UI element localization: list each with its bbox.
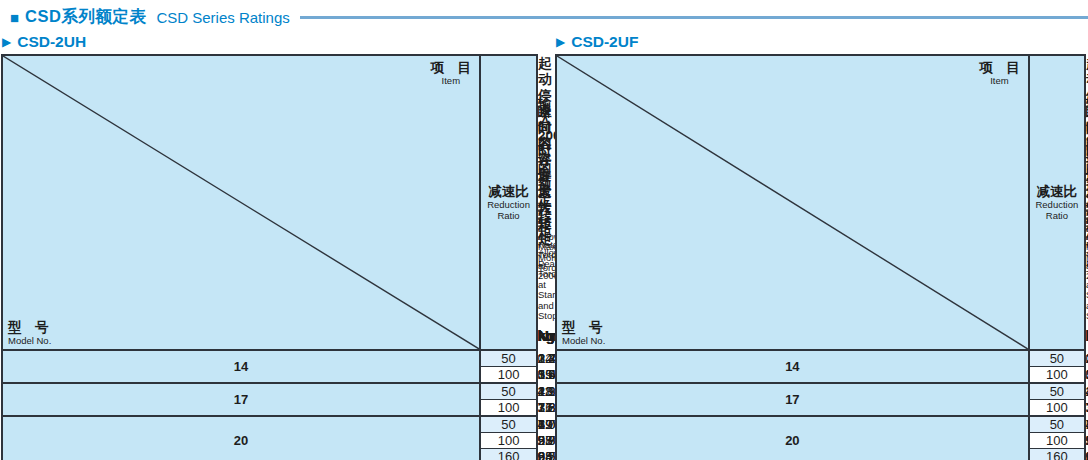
table-row: 2050171.7394.0697.0 — [2, 416, 537, 433]
ratio-cell: 100 — [480, 400, 537, 417]
ratio-cell: 100 — [1029, 400, 1085, 417]
item-label-en: Item — [979, 76, 1020, 87]
model-label-en: Model No. — [8, 336, 51, 347]
ratio-label-en: Reduction Ratio — [1030, 200, 1084, 221]
model-number-cell: 14 — [2, 350, 480, 383]
ratio-cell: 50 — [1029, 416, 1085, 433]
model-header: 型 号 Model No. — [8, 320, 51, 347]
ratio-cell: 160 — [480, 449, 537, 460]
model-label-en: Model No. — [562, 336, 605, 347]
ratio-cell: 160 — [1029, 449, 1085, 460]
table-row: 14503.70.38121.2242.4 — [2, 350, 537, 367]
model-number-cell: 14 — [556, 350, 1029, 383]
diagonal-line — [557, 56, 1028, 349]
model-label-zh: 型 号 — [562, 320, 605, 336]
title-rule — [300, 16, 1088, 19]
ratio-cell: 100 — [1029, 433, 1085, 449]
page: ■ CSD系列额定表 CSD Series Ratings ▶ CSD-2UH — [0, 0, 1088, 460]
model-label-zh: 型 号 — [8, 320, 51, 336]
ratings-table-csd-2uf: 项 目 Item 型 号 Model No. 减速比 Reduction Rat… — [555, 54, 1086, 460]
ratio-cell: 100 — [1029, 367, 1085, 384]
section-csd-2uf: ▶ CSD-2UF 项 目 — [555, 32, 1086, 460]
ratings-table-csd-2uh: 项 目 Item 型 号 Model No. 减速比 Reduction Rat… — [1, 54, 538, 460]
table-body: 14503.70.38121.2242.41005.40.55191.9353.… — [2, 350, 537, 460]
section-marker-icon: ▶ — [2, 36, 11, 48]
ratio-label-zh: 减速比 — [1030, 184, 1084, 200]
title-square-icon: ■ — [10, 10, 19, 25]
table-row: 1750111.1232.3484.9 — [2, 383, 537, 400]
ratio-label-zh: 减速比 — [481, 184, 536, 200]
ratio-header: 减速比 Reduction Ratio — [1029, 55, 1085, 350]
ratio-cell: 50 — [480, 350, 537, 367]
table-row: 2050171.7394.0697.0 — [556, 416, 1085, 433]
section-csd-2uh: ▶ CSD-2UH 项 目 — [1, 32, 538, 460]
page-title: ■ CSD系列额定表 CSD Series Ratings — [0, 5, 1088, 29]
item-header: 项 目 Item — [979, 60, 1020, 87]
ratio-label-en: Reduction Ratio — [481, 200, 536, 221]
item-label-zh: 项 目 — [431, 60, 472, 76]
section-title-csd-2uh: ▶ CSD-2UH — [2, 32, 538, 52]
ratio-cell: 50 — [480, 416, 537, 433]
item-header: 项 目 Item — [431, 60, 472, 87]
ratio-header: 减速比 Reduction Ratio — [480, 55, 537, 350]
diagonal-line — [3, 56, 479, 349]
model-number-cell: 20 — [556, 416, 1029, 460]
ratio-cell: 50 — [1029, 383, 1085, 400]
section-title-csd-2uf: ▶ CSD-2UF — [556, 32, 1086, 52]
table-row: 14503.70.38121.2242.4 — [556, 350, 1085, 367]
table-body: 14503.70.38121.2242.41005.40.55191.9353.… — [556, 350, 1085, 460]
tables-row: ▶ CSD-2UH 项 目 — [0, 32, 1088, 460]
section-marker-icon: ▶ — [556, 36, 565, 48]
ratio-cell: 100 — [480, 367, 537, 384]
ratio-cell: 100 — [480, 433, 537, 449]
item-label-zh: 项 目 — [979, 60, 1020, 76]
model-number-cell: 17 — [2, 383, 480, 416]
page-title-en: CSD Series Ratings — [156, 9, 289, 26]
model-number-cell: 17 — [556, 383, 1029, 416]
section-title-label: CSD-2UF — [571, 33, 638, 51]
item-model-header-cell: 项 目 Item 型 号 Model No. — [2, 55, 480, 350]
item-model-header-cell: 项 目 Item 型 号 Model No. — [556, 55, 1029, 350]
model-number-cell: 20 — [2, 416, 480, 460]
ratio-cell: 50 — [1029, 350, 1085, 367]
table-row: 1750111.1232.3484.9 — [556, 383, 1085, 400]
model-header: 型 号 Model No. — [562, 320, 605, 347]
ratio-cell: 50 — [480, 383, 537, 400]
item-label-en: Item — [431, 76, 472, 87]
section-title-label: CSD-2UH — [17, 33, 86, 51]
page-title-zh: CSD系列额定表 — [25, 6, 146, 28]
